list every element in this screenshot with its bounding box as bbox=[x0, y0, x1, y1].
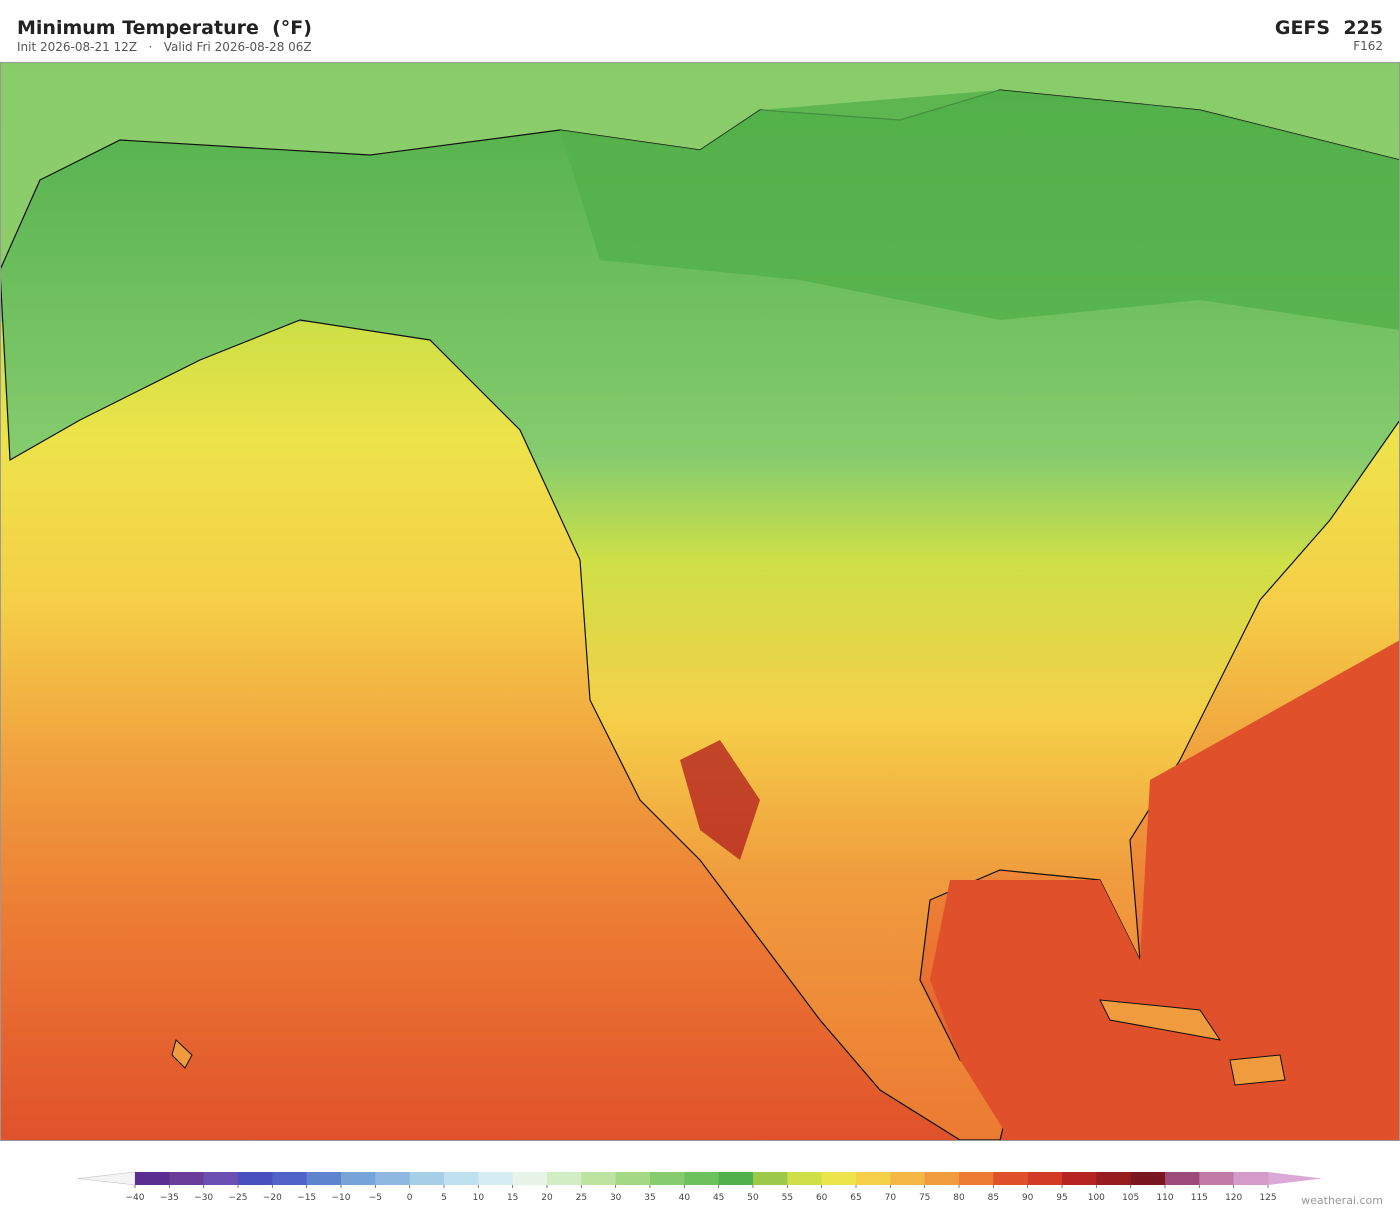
colorbar-tick-label: 15 bbox=[507, 1193, 518, 1203]
gulf-of-mexico bbox=[930, 880, 1140, 1140]
model: GEFS 225 bbox=[1275, 17, 1383, 39]
colorbar-segment bbox=[821, 1172, 857, 1185]
colorbar-tick-label: 10 bbox=[473, 1193, 485, 1203]
colorbar-extend-low bbox=[77, 1171, 136, 1186]
colorbar-segment bbox=[856, 1172, 891, 1185]
colorbar-segment bbox=[478, 1172, 513, 1185]
colorbar-tick-label: 5 bbox=[441, 1193, 447, 1203]
colorbar-tick-label: 60 bbox=[816, 1193, 828, 1203]
colorbar-segment bbox=[718, 1172, 754, 1185]
colorbar-segment bbox=[135, 1172, 170, 1185]
colorbar-tick-label: 80 bbox=[953, 1193, 965, 1203]
colorbar-tick-label: 100 bbox=[1088, 1193, 1105, 1203]
credit: weatherai.com bbox=[1301, 1194, 1383, 1207]
colorbar: −40 −35 −30 −25 −20 −15 −10 −5 0 5 10 15 20 25 30 35 40 4… bbox=[77, 1171, 1322, 1203]
colorbar-segment bbox=[890, 1172, 925, 1185]
colorbar-tick-label: −5 bbox=[369, 1193, 382, 1203]
colorbar-segment bbox=[203, 1172, 239, 1185]
colorbar-extend-high bbox=[1268, 1172, 1322, 1185]
colorbar-tick-label: 30 bbox=[610, 1193, 622, 1203]
colorbar-segment bbox=[1165, 1172, 1200, 1185]
colorbar-segment bbox=[169, 1172, 204, 1185]
colorbar-tick-label: 125 bbox=[1259, 1193, 1276, 1203]
colorbar-segment bbox=[409, 1172, 445, 1185]
colorbar-tick-label: −40 bbox=[126, 1193, 145, 1203]
colorbar-segment bbox=[684, 1172, 719, 1185]
colorbar-tick-label: 55 bbox=[782, 1193, 793, 1203]
colorbar-tick-label: 95 bbox=[1056, 1193, 1067, 1203]
colorbar-segment bbox=[272, 1172, 307, 1185]
colorbar-segment bbox=[1062, 1172, 1097, 1185]
subtitle: Init 2026-08-21 12Z · Valid Fri 2026-08-… bbox=[17, 40, 312, 54]
colorbar-segment bbox=[444, 1172, 479, 1185]
colorbar-tick-label: −30 bbox=[194, 1193, 213, 1203]
colorbar-tick-label: 90 bbox=[1022, 1193, 1034, 1203]
colorbar-segment bbox=[787, 1172, 822, 1185]
colorbar-segment bbox=[512, 1172, 548, 1185]
colorbar-tick-label: 40 bbox=[679, 1193, 691, 1203]
colorbar-tick-label: 70 bbox=[885, 1193, 897, 1203]
colorbar-segment bbox=[924, 1172, 960, 1185]
colorbar-segment bbox=[341, 1172, 376, 1185]
colorbar-segment bbox=[238, 1172, 273, 1185]
colorbar-tick-label: 115 bbox=[1191, 1193, 1208, 1203]
colorbar-segment bbox=[650, 1172, 685, 1185]
colorbar-tick-label: 75 bbox=[919, 1193, 930, 1203]
colorbar-tick-label: 35 bbox=[644, 1193, 655, 1203]
colorbar-segment bbox=[375, 1172, 410, 1185]
colorbar-segment bbox=[615, 1172, 651, 1185]
colorbar-segment bbox=[547, 1172, 582, 1185]
colorbar-tick-label: 110 bbox=[1156, 1193, 1173, 1203]
colorbar-tick-label: 0 bbox=[407, 1193, 413, 1203]
colorbar-tick-label: 45 bbox=[713, 1193, 724, 1203]
colorbar-tick-label: 25 bbox=[576, 1193, 587, 1203]
cuba bbox=[1099, 999, 1222, 1041]
map bbox=[0, 62, 1400, 1141]
colorbar-segment bbox=[1199, 1172, 1234, 1185]
canada-north-field bbox=[560, 90, 1400, 330]
colorbar-segment bbox=[581, 1172, 616, 1185]
colorbar-tick-label: −15 bbox=[297, 1193, 316, 1203]
colorbar-tick-label: 50 bbox=[747, 1193, 759, 1203]
colorbar-tick-label: −35 bbox=[160, 1193, 179, 1203]
forecast-hour: F162 bbox=[1353, 39, 1383, 53]
colorbar-segment bbox=[306, 1172, 342, 1185]
colorbar-segment bbox=[1233, 1172, 1269, 1185]
colorbar-tick-label: −25 bbox=[229, 1193, 248, 1203]
colorbar-segment bbox=[753, 1172, 788, 1185]
desert-hot-spot bbox=[680, 740, 760, 860]
colorbar-tick-label: 120 bbox=[1225, 1193, 1242, 1203]
title: Minimum Temperature (°F) bbox=[17, 17, 312, 39]
colorbar-tick-label: 85 bbox=[988, 1193, 999, 1203]
colorbar-tick-label: −10 bbox=[332, 1193, 351, 1203]
hispaniola bbox=[1229, 1054, 1286, 1086]
colorbar-segment bbox=[959, 1172, 994, 1185]
colorbar-tick-label: 20 bbox=[541, 1193, 553, 1203]
colorbar-tick-label: −20 bbox=[263, 1193, 282, 1203]
colorbar-tick-label: 65 bbox=[850, 1193, 861, 1203]
hawaii bbox=[171, 1039, 193, 1069]
colorbar-tick-label: 105 bbox=[1122, 1193, 1139, 1203]
colorbar-segment bbox=[993, 1172, 1028, 1185]
colorbar-segment bbox=[1130, 1172, 1166, 1185]
colorbar-segment bbox=[1096, 1172, 1131, 1185]
colorbar-segment bbox=[1027, 1172, 1063, 1185]
